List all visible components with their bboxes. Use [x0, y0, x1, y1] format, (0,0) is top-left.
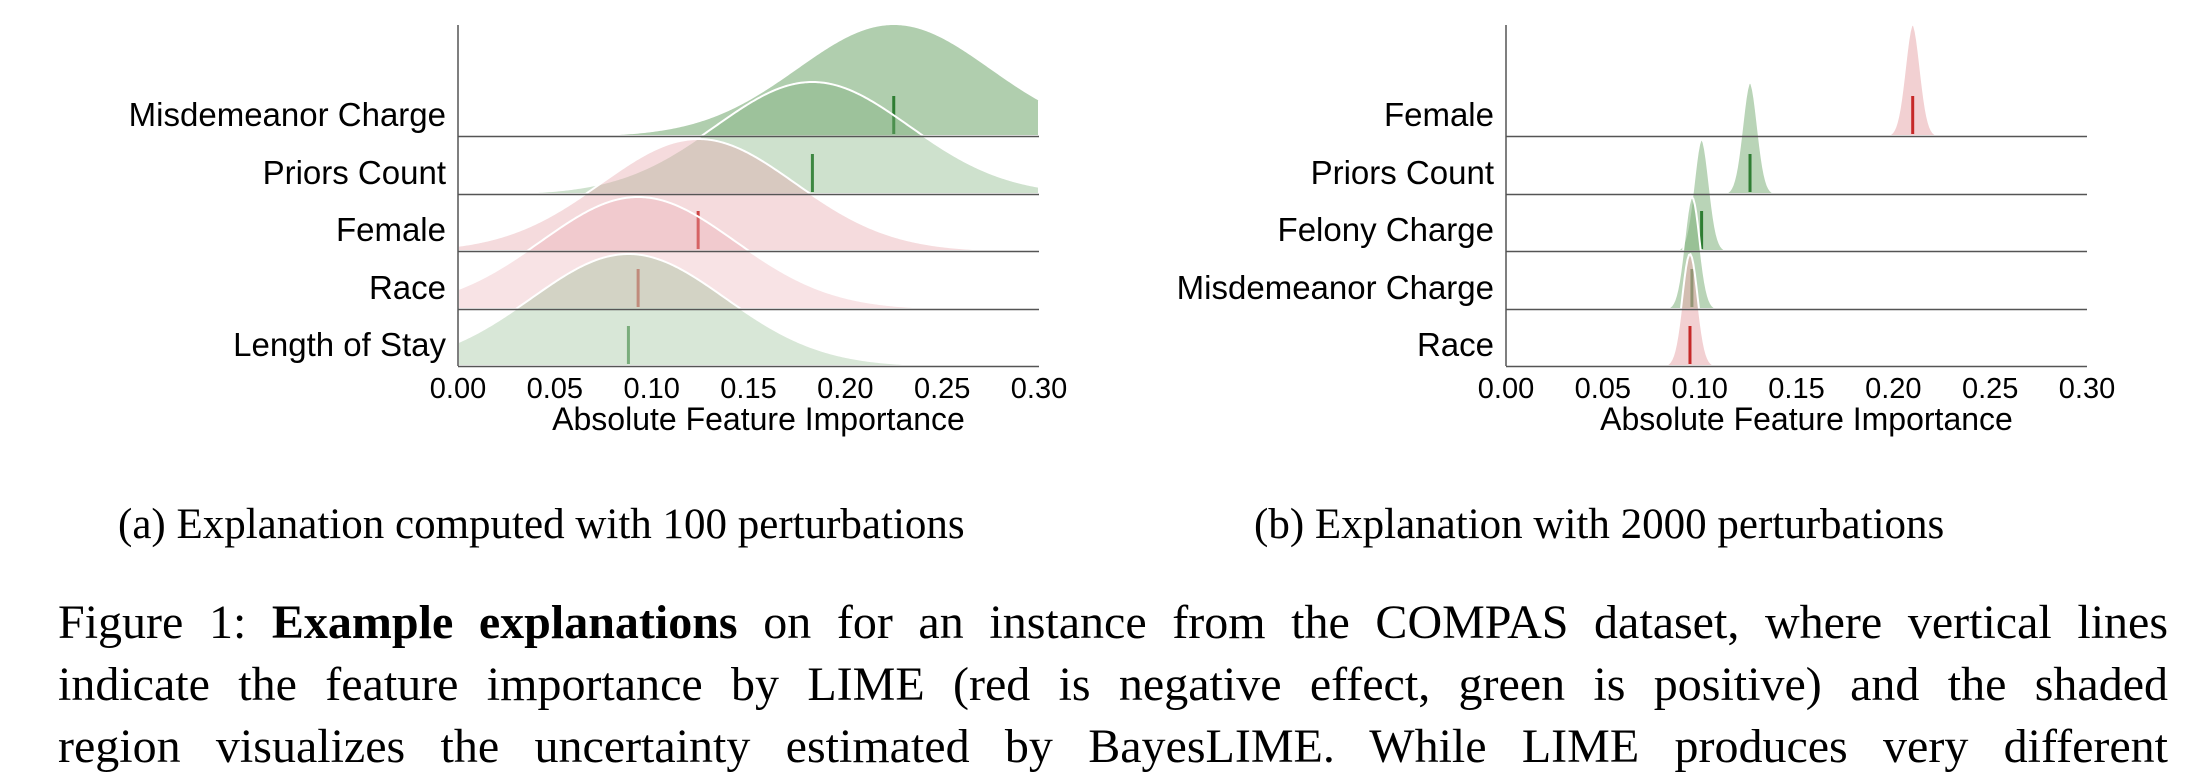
- x-tick-label: 0.00: [430, 373, 486, 405]
- x-tick-label: 0.15: [720, 373, 776, 405]
- figure-caption: Figure 1: Example explanations on for an…: [58, 592, 2168, 778]
- panel-b-chart: Female Priors Count Felony Charge Misdemean…: [1177, 22, 2115, 437]
- x-tick-label: 0.25: [1962, 373, 2018, 405]
- caption-label: Figure 1:: [58, 596, 272, 649]
- x-tick-label: 0.20: [1865, 373, 1921, 405]
- density-priors-count: [1506, 80, 2087, 195]
- feature-label: Priors Count: [263, 154, 446, 191]
- panel-b-caption: (b) Explanation with 2000 perturbations: [1254, 501, 1945, 548]
- feature-label: Race: [369, 269, 446, 306]
- panel-a-caption: (a) Explanation computed with 100 pertur…: [118, 501, 965, 548]
- density-misdemeanor-charge: [1506, 195, 2087, 310]
- feature-label: Priors Count: [1311, 154, 1494, 191]
- feature-label: Misdemeanor Charge: [1177, 269, 1494, 306]
- x-tick-label: 0.20: [817, 373, 873, 405]
- caption-line-3: region visualizes the uncertainty estima…: [58, 720, 2168, 773]
- caption-line-1: Figure 1: Example explanations on for an…: [58, 592, 2168, 654]
- feature-label: Race: [1417, 326, 1494, 363]
- x-axis-label: Absolute Feature Importance: [552, 401, 965, 437]
- feature-label: Female: [336, 211, 446, 248]
- feature-label: Misdemeanor Charge: [129, 96, 446, 133]
- x-tick-label: 0.30: [2059, 373, 2115, 405]
- feature-label: Length of Stay: [233, 326, 446, 363]
- density-length-of-stay: [458, 252, 1039, 367]
- caption-bold-title: Example explanations: [271, 596, 738, 649]
- density-priors-count: [458, 80, 1039, 195]
- x-axis-label: Absolute Feature Importance: [1600, 401, 2013, 437]
- feature-label: Female: [1384, 96, 1494, 133]
- x-tick-label: 0.10: [1671, 373, 1727, 405]
- x-tick-label: 0.25: [914, 373, 970, 405]
- x-tick-label: 0.15: [1768, 373, 1824, 405]
- panel-a-chart: Misdemeanor Charge Priors Count Female Race…: [129, 22, 1067, 437]
- x-tick-label: 0.30: [1011, 373, 1067, 405]
- x-tick-label: 0.05: [527, 373, 583, 405]
- x-tick-label: 0.00: [1478, 373, 1534, 405]
- feature-label: Felony Charge: [1278, 211, 1494, 248]
- x-tick-label: 0.10: [623, 373, 679, 405]
- caption-text: on for an instance from the COMPAS datas…: [737, 596, 2169, 649]
- x-tick-label: 0.05: [1575, 373, 1631, 405]
- density-female: [1506, 22, 2087, 137]
- caption-line-2: indicate the feature importance by LIME …: [58, 658, 2168, 711]
